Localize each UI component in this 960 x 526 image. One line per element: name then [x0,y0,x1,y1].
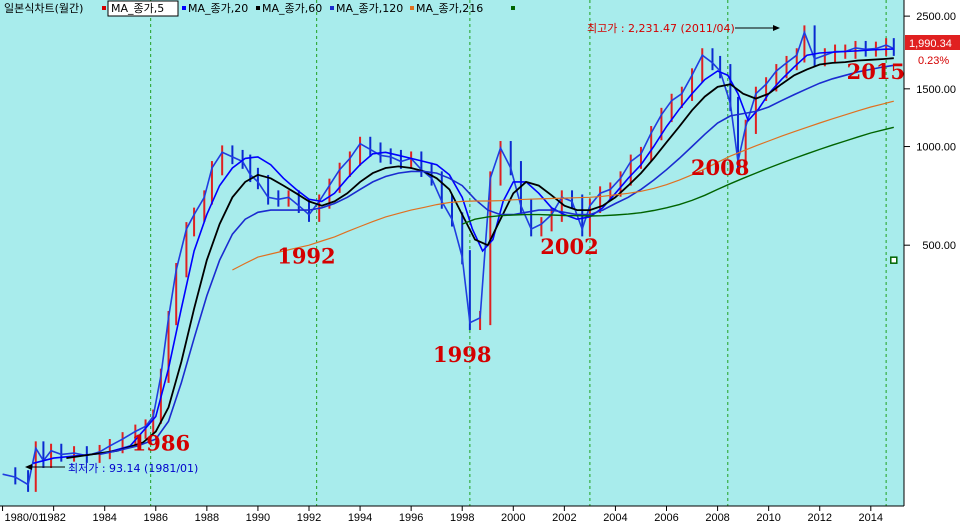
x-tick-label-10: 2000 [501,512,525,524]
legend-swatch-2 [256,6,260,10]
y-tick-label-2: 1000.00 [916,142,956,154]
last-value-marker [890,256,898,264]
era-label-2002: 2002 [540,234,598,259]
x-tick-label-1: 1982 [41,512,65,524]
x-tick-label-15: 2010 [756,512,780,524]
x-tick-label-4: 1988 [195,512,219,524]
x-tick-label-11: 2002 [552,512,576,524]
x-tick-label-14: 2008 [705,512,729,524]
era-label-2008: 2008 [691,155,749,180]
x-tick-label-13: 2006 [654,512,678,524]
y-tick-label-3: 500.00 [922,240,956,252]
high-arrow-head [773,25,780,31]
era-label-2015: 2015 [847,59,905,84]
legend-label-ma60: MA_종가,60 [262,2,322,15]
price-line [2,29,895,486]
ma120-line [99,64,894,456]
legend-swatch-4 [410,6,414,10]
legend-title: 일본식차트(월간) [4,1,83,15]
x-axis-panel [0,506,904,526]
y-tick-label-0: 2500.00 [916,11,956,23]
ma216-line [232,100,894,271]
y-axis: 2500.00 1500.00 1000.00 500.00 [904,11,956,252]
x-tick-label-7: 1994 [348,512,372,524]
era-label-1992: 1992 [277,243,335,268]
low-price-annotation: 최저가 : 93.14 (1981/01) [68,462,198,475]
legend-swatch-5 [511,6,515,10]
point-markers [890,256,898,264]
x-tick-label-2: 1984 [92,512,116,524]
low-arrow-head [25,464,32,470]
era-labels: 1986 1992 1998 2002 2008 2015 [132,59,905,456]
last-price-change: 0.23% [918,55,949,67]
legend-swatch-3 [330,6,334,10]
legend-swatch-1 [182,6,186,10]
moving-average-lines [33,48,894,465]
x-tick-label-8: 1996 [399,512,423,524]
last-price-value: 1,990.34 [909,38,952,50]
era-label-1986: 1986 [132,431,190,456]
y-tick-label-1: 1500.00 [916,84,956,96]
x-tick-label-12: 2004 [603,512,627,524]
high-price-annotation: 최고가 : 2,231.47 (2011/04) [587,22,735,35]
x-tick-label-16: 2012 [807,512,831,524]
x-tick-label-5: 1990 [246,512,270,524]
last-price-tag [905,35,960,50]
x-tick-label-17: 2014 [859,512,883,524]
price-series [2,25,895,492]
legend-label-ma20: MA_종가,20 [188,2,248,15]
legend-label-ma120: MA_종가,120 [336,2,403,15]
x-tick-label-9: 1998 [450,512,474,524]
legend-label-ma5: MA_종가,5 [111,2,164,15]
y-axis-panel [904,0,960,526]
x-tick-label-3: 1986 [144,512,168,524]
legend-box-ma5 [107,0,179,17]
ma20-line [33,48,894,465]
ma_long-line [461,126,894,225]
legend-swatch-0 [102,6,106,10]
x-tick-label-6: 1992 [297,512,321,524]
legend: 일본식차트(월간) MA_종가,5 MA_종가,20 MA_종가,60 MA_종… [4,0,515,17]
legend-label-ma216: MA_종가,216 [416,2,483,15]
ma60-line [66,57,894,459]
era-label-1998: 1998 [433,342,491,367]
x-tick-label-0: 1980/01 [5,512,45,524]
